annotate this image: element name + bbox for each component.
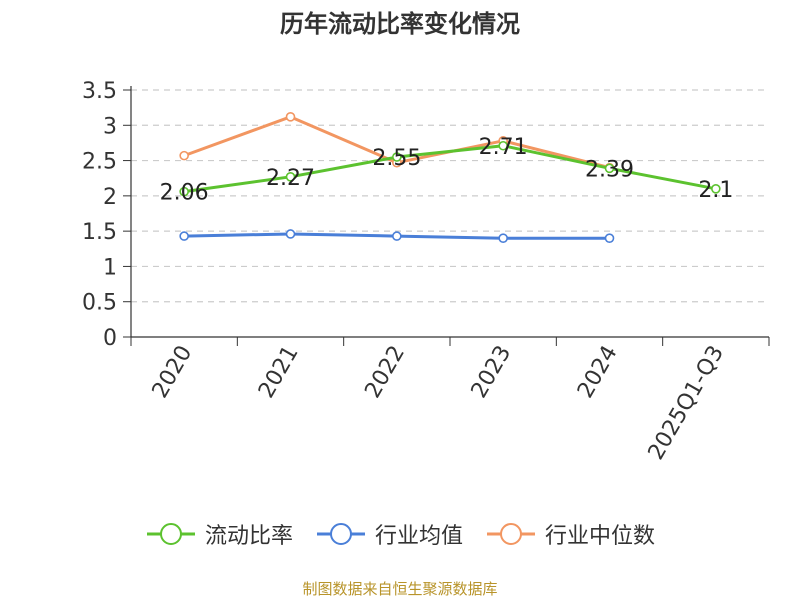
data-label: 2.27 (266, 166, 315, 191)
x-tick-label: 2020 (148, 342, 198, 403)
y-tick-label: 1 (103, 255, 117, 280)
data-point[interactable] (179, 231, 189, 241)
axes (123, 86, 770, 346)
chart: 00.511.522.533.5 2020 2021 2022 2023 2024 202… (82, 79, 770, 464)
legend-item[interactable]: 行业中位数 (485, 518, 655, 550)
data-label: 2.06 (160, 181, 209, 206)
data-point[interactable] (179, 186, 189, 197)
data-point[interactable] (285, 112, 296, 122)
y-tick-label: 0.5 (82, 291, 117, 316)
legend-label: 行业中位数 (545, 524, 656, 549)
x-tick-label: 2021 (254, 342, 304, 403)
legend-item[interactable]: 流动比率 (145, 518, 293, 550)
x-tick-label: 2022 (360, 342, 410, 403)
legend: 流动比率 行业均值 行业中位数 (0, 518, 800, 550)
legend-item[interactable]: 行业均值 (315, 518, 463, 550)
series-line (183, 144, 717, 194)
y-tick-label: 2 (103, 185, 117, 210)
y-tick-label: 1.5 (82, 220, 117, 245)
x-tick-label: 2023 (467, 341, 517, 402)
series-lines (179, 112, 721, 243)
data-label: 2.1 (698, 178, 733, 203)
data-point[interactable] (179, 150, 189, 161)
y-tick-labels: 0 0.5 1 1.5 2 2.5 3 3.5 (82, 79, 117, 351)
y-tick-label: 3 (103, 114, 117, 139)
legend-label: 行业均值 (374, 524, 463, 549)
data-point[interactable] (285, 229, 296, 239)
x-tick-label: 2025Q1-Q3 (644, 342, 729, 465)
data-point[interactable] (498, 233, 508, 243)
y-tick-label: 2.5 (82, 150, 117, 175)
data-label: 2.39 (585, 157, 634, 182)
data-point[interactable] (604, 233, 615, 243)
data-point[interactable] (285, 172, 296, 182)
chart-title: 历年流动比率变化情况 (280, 10, 520, 38)
x-tick-labels: 2020 2021 2022 2023 2024 2025Q1-Q3 (148, 341, 729, 464)
data-label: 2.71 (479, 135, 528, 160)
legend-marker (146, 523, 195, 545)
x-tick-label: 2024 (573, 342, 623, 403)
data-point[interactable] (498, 140, 508, 151)
legend-label: 流动比率 (204, 524, 293, 549)
legend-marker (316, 523, 365, 545)
data-point[interactable] (392, 231, 402, 241)
y-tick-label: 0 (103, 326, 117, 351)
data-point[interactable] (604, 163, 615, 174)
grid-lines (131, 89, 769, 303)
source-note: 制图数据来自恒生聚源数据库 (302, 580, 498, 598)
legend-marker (487, 523, 535, 545)
data-point[interactable] (711, 184, 721, 194)
data-point[interactable] (392, 152, 402, 162)
data-label: 2.55 (372, 146, 421, 171)
y-tick-label: 3.5 (82, 79, 117, 104)
data-labels: 2.06 2.27 2.55 2.71 2.39 2.1 (160, 135, 734, 206)
